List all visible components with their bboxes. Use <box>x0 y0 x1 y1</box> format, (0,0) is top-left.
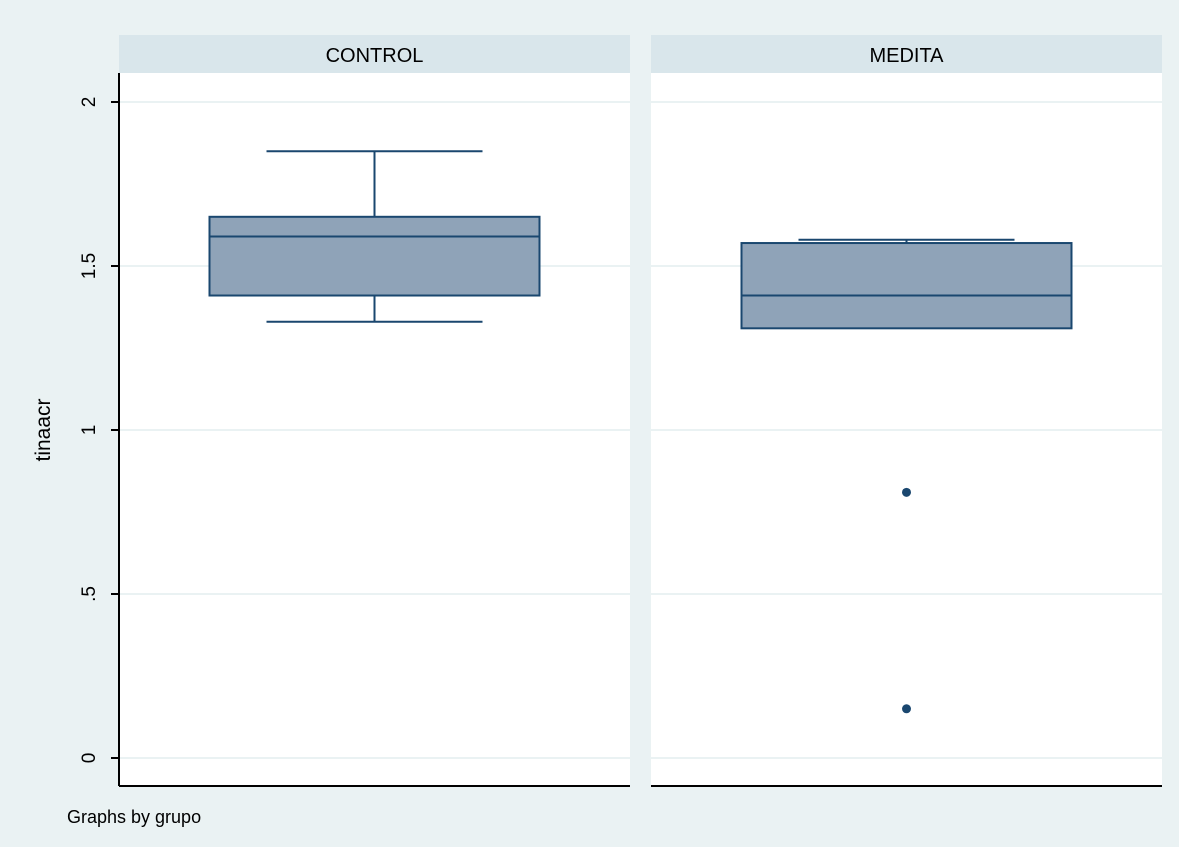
y-tick-label: .5 <box>79 586 100 602</box>
y-tick-label: 0 <box>79 753 100 764</box>
panels-group: CONTROL MEDITA <box>119 35 1162 787</box>
panel-control: CONTROL <box>119 35 630 787</box>
box-iqr <box>740 242 1073 330</box>
y-axis: 0 .5 1 1.5 2 <box>79 73 120 786</box>
y-tick-label: 1.5 <box>79 253 100 279</box>
panel-title: CONTROL <box>326 45 424 67</box>
outlier-point <box>902 487 911 497</box>
y-tick-label: 2 <box>79 97 100 108</box>
y-tick-label: 1 <box>79 425 100 436</box>
outlier-point <box>902 704 911 714</box>
panel-header <box>119 35 630 73</box>
y-axis-label: tinaacr <box>32 398 55 461</box>
panel-medita: MEDITA <box>651 35 1162 787</box>
panel-header <box>651 35 1162 73</box>
box-iqr <box>208 215 541 297</box>
panel-title: MEDITA <box>869 45 944 67</box>
graphs-by-note: Graphs by grupo <box>67 807 201 827</box>
